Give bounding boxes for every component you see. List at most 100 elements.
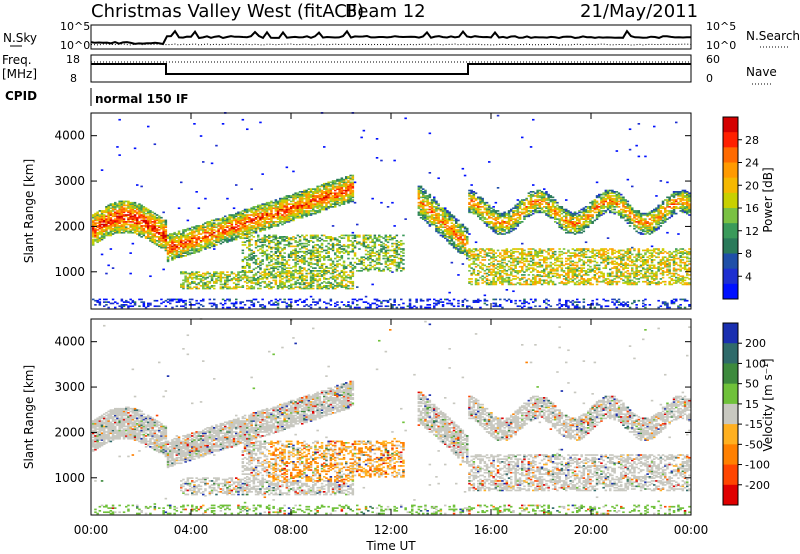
scatter-cell: [180, 272, 183, 275]
scatter-cell: [285, 275, 289, 278]
scatter-cell: [182, 272, 185, 275]
scatter-cell: [477, 253, 480, 256]
scatter-cell: [479, 248, 482, 250]
scatter-cell: [345, 276, 348, 279]
scatter-cell: [305, 211, 308, 214]
scatter-cell: [298, 212, 302, 215]
scatter-cell: [118, 201, 121, 204]
scatter-cell: [151, 230, 154, 233]
scatter-cell: [417, 211, 421, 214]
scatter-cell: [243, 225, 247, 227]
scatter-cell: [257, 301, 260, 303]
scatter-cell: [446, 225, 449, 227]
scatter-cell: [446, 227, 449, 230]
scatter-cell: [259, 216, 262, 219]
scatter-cell: [109, 216, 113, 219]
scatter-cell: [250, 257, 253, 260]
scatter-cell: [191, 245, 194, 248]
scatter-cell: [316, 270, 319, 272]
scatter-cell: [305, 275, 308, 278]
scatter-cell: [334, 271, 337, 273]
scatter-cell: [105, 223, 108, 226]
scatter-cell: [507, 210, 511, 212]
scatter-cell: [265, 240, 269, 242]
scatter-cell: [186, 238, 190, 241]
scatter-cell: [327, 270, 330, 272]
scatter-cell: [92, 231, 95, 234]
scatter-cell: [298, 216, 302, 219]
scatter-cell: [312, 257, 315, 260]
scatter-cell: [340, 196, 344, 199]
scatter-cell: [312, 285, 315, 287]
scatter-cell: [210, 237, 214, 239]
scatter-cell: [235, 214, 238, 216]
scatter-cell: [241, 222, 245, 224]
scatter-cell: [221, 271, 225, 273]
scatter-cell: [250, 225, 253, 227]
scatter-cell: [257, 240, 260, 242]
scatter-cell: [294, 204, 297, 207]
scatter-cell: [274, 259, 278, 261]
scatter-cell: [296, 192, 300, 195]
scatter-cell: [437, 177, 440, 180]
scatter-cell: [483, 259, 487, 261]
scatter-cell: [305, 250, 308, 253]
scatter-cell: [208, 280, 212, 283]
scatter-cell: [118, 204, 121, 207]
scatter-cell: [364, 306, 368, 309]
scatter-cell: [105, 225, 108, 227]
scatter-cell: [224, 299, 227, 302]
scatter-cell: [338, 201, 341, 204]
scatter-cell: [312, 237, 315, 239]
scatter-cell: [362, 236, 366, 238]
scatter-cell: [287, 241, 291, 244]
scatter-cell: [305, 200, 308, 203]
scatter-cell: [351, 178, 355, 181]
scatter-cell: [389, 267, 392, 269]
scatter-cell: [114, 226, 117, 229]
scatter-cell: [514, 299, 517, 302]
scatter-cell: [250, 207, 253, 210]
scatter-cell: [221, 283, 225, 286]
scatter-cell: [246, 225, 249, 227]
scatter-cell: [294, 249, 297, 252]
scatter-cell: [140, 207, 143, 210]
scatter-cell: [241, 231, 245, 234]
scatter-cell: [369, 261, 372, 264]
scatter-cell: [347, 199, 350, 201]
scatter-cell: [263, 286, 267, 288]
scatter-cell: [468, 201, 471, 204]
scatter-cell: [479, 196, 482, 199]
scatter-cell: [389, 249, 392, 252]
scatter-cell: [208, 275, 212, 278]
scatter-cell: [356, 236, 359, 238]
scatter-cell: [195, 225, 198, 227]
scatter-cell: [160, 216, 163, 219]
scatter-cell: [479, 261, 482, 264]
scatter-cell: [239, 211, 242, 214]
scatter-cell: [312, 249, 315, 252]
scatter-cell: [292, 196, 295, 199]
scatter-cell: [483, 302, 487, 305]
scatter-cell: [153, 143, 157, 146]
scatter-cell: [180, 250, 183, 253]
scatter-cell: [351, 177, 355, 180]
scatter-cell: [175, 245, 179, 248]
scatter-cell: [367, 302, 370, 305]
scatter-cell: [208, 223, 212, 226]
scatter-cell: [241, 259, 245, 261]
nave-tick-top: 60: [706, 53, 720, 66]
scatter-cell: [127, 219, 130, 222]
scatter-cell: [173, 245, 176, 248]
scatter-cell: [272, 234, 275, 237]
scatter-cell: [340, 250, 344, 253]
scatter-cell: [276, 268, 280, 271]
scatter-cell: [349, 188, 352, 190]
scatter-cell: [294, 241, 297, 244]
scatter-cell: [446, 238, 449, 241]
scatter-cell: [373, 298, 377, 301]
scatter-cell: [109, 212, 113, 215]
scatter-cell: [276, 274, 280, 276]
scatter-cell: [259, 287, 262, 290]
scatter-cell: [180, 285, 183, 287]
